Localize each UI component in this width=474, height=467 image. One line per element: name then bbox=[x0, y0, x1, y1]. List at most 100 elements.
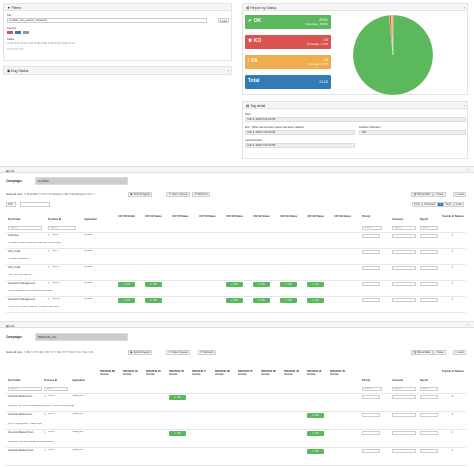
open-queue-button[interactable]: ☰ Open Queue bbox=[166, 192, 191, 198]
report-header[interactable]: ▤ Report by Status › bbox=[243, 4, 467, 11]
table-row[interactable]: Checkout Basket Prod... ✎ A0042 TRES_BCT… bbox=[0, 429, 474, 448]
open-queue-button[interactable]: ☰ Open Queue bbox=[166, 350, 191, 356]
col-total-failures[interactable]: Total nb of Failures bbox=[442, 215, 464, 218]
col-uat-1[interactable]: UAT CB Nolbin bbox=[118, 215, 135, 218]
col-uat-4[interactable]: UAT FR Status bbox=[199, 215, 216, 218]
extra-filters[interactable]: ☑ ☑ ☑ ☑ ☑ ☑ bbox=[7, 48, 24, 51]
col-preview-us[interactable]: PREVIEW US chrome bbox=[330, 370, 346, 376]
bug-id-field[interactable] bbox=[420, 249, 438, 254]
edit-icon[interactable]: ✎ bbox=[48, 298, 51, 301]
col-uat-9[interactable]: UAT GE Status bbox=[334, 215, 351, 218]
col-priority[interactable]: Priority bbox=[362, 215, 371, 218]
status-checkboxes[interactable]: ☑ OK ☑ KO ☑ FA ☑ NA ☑ NE ☑ WE ☑ PE ☑ QU … bbox=[7, 42, 75, 45]
col-priority[interactable]: Priority bbox=[362, 379, 371, 382]
status-ok-button[interactable]: ✔ OK bbox=[253, 298, 270, 303]
col-preview-pt[interactable]: PREVIEW PT chrome bbox=[238, 370, 253, 376]
global-search-input[interactable] bbox=[20, 202, 50, 207]
edit-icon[interactable]: ✎ bbox=[48, 250, 51, 253]
testcase-id-link[interactable]: A0046 bbox=[48, 413, 55, 415]
status-ok-button[interactable]: ✔ OK bbox=[307, 449, 324, 454]
comment-field[interactable] bbox=[392, 430, 416, 435]
show-hide-button[interactable]: ▥ Show/Hide bbox=[411, 192, 433, 198]
status-ok-button[interactable]: ✔ OK bbox=[307, 298, 324, 303]
tag-detail-header[interactable]: ▤ Tag detail › bbox=[243, 102, 467, 109]
priority-field[interactable] bbox=[362, 249, 380, 254]
list1-header[interactable]: ▤ List › bbox=[0, 166, 474, 173]
col-uat-8[interactable]: UAT GR Status bbox=[307, 215, 324, 218]
testcase-id-link[interactable]: A0041 bbox=[48, 449, 55, 451]
country-flags[interactable] bbox=[7, 31, 127, 35]
ko-card[interactable]: ✖ KO 16 Percentage : 0.75% bbox=[245, 35, 331, 49]
edit-icon[interactable]: ✎ bbox=[48, 266, 51, 269]
comment-field[interactable] bbox=[392, 249, 416, 254]
filter-testcase-id[interactable]: Search.. bbox=[48, 226, 76, 230]
priority-field[interactable] bbox=[362, 281, 380, 286]
comment-field[interactable] bbox=[392, 412, 416, 417]
list2-header[interactable]: ▤ List › bbox=[0, 321, 474, 328]
col-preview-ch[interactable]: PREVIEW CH chrome bbox=[123, 370, 139, 376]
chevron-right-icon[interactable]: › bbox=[466, 167, 468, 172]
table-row[interactable]: Checkout Basket Prod... ✎ A0041 TRES_BCT… bbox=[0, 447, 474, 466]
edit-icon[interactable]: ✎ bbox=[44, 431, 47, 434]
filters-header[interactable]: ▼ Filters bbox=[4, 4, 231, 11]
testcase-id-link[interactable]: A0012 bbox=[52, 234, 59, 236]
bug-id-field[interactable] bbox=[420, 233, 438, 238]
testcase-id-link[interactable]: NL0002 bbox=[52, 298, 61, 300]
filter-test-folder[interactable]: Search.. bbox=[8, 387, 42, 391]
testcase-id-link[interactable]: A0048 bbox=[48, 395, 55, 397]
select-all-label[interactable]: Select all rows bbox=[6, 351, 23, 354]
robot-filter[interactable]: ☐ All (ROBOT) ☐ FS ☐ FS (Manual) ☐ BE ☐ … bbox=[24, 194, 97, 196]
table-row[interactable]: Checkout Basket Ano... ✎ A0046 TRES_BCT … bbox=[0, 411, 474, 430]
bug-id-field[interactable] bbox=[420, 394, 438, 399]
col-uat-2[interactable]: UAT CE Status bbox=[145, 215, 162, 218]
col-bug-id[interactable]: Bug ID bbox=[420, 218, 428, 221]
col-bug-id[interactable]: Bug ID bbox=[420, 379, 428, 382]
col-application[interactable]: Application bbox=[72, 379, 86, 382]
refresh-button[interactable]: ⟳ Refresh bbox=[192, 192, 210, 198]
table-row[interactable]: Collection ✎ A0012 VCORM Customer cannot… bbox=[0, 232, 474, 249]
table-row[interactable]: Newsletter Management ✎ NL0002 VCORM Che… bbox=[0, 296, 474, 313]
select-all-label[interactable]: Select all rows bbox=[6, 193, 23, 196]
status-ok-button[interactable]: ✔ OK bbox=[253, 282, 270, 287]
status-ok-button[interactable]: ✔ OK bbox=[145, 282, 162, 287]
bug-id-field[interactable] bbox=[420, 412, 438, 417]
priority-field[interactable] bbox=[362, 394, 380, 399]
col-uat-3[interactable]: UAT FB Status bbox=[172, 215, 189, 218]
testcase-id-link[interactable]: A0042 bbox=[48, 431, 55, 433]
col-preview-it[interactable]: PREVIEW IT chrome bbox=[192, 370, 206, 376]
edit-icon[interactable]: ✎ bbox=[44, 413, 47, 416]
comment-field[interactable] bbox=[392, 265, 416, 270]
bug-id-field[interactable] bbox=[420, 297, 438, 302]
col-preview-nl[interactable]: PREVIEW NL chrome bbox=[307, 370, 322, 376]
submit-again-button[interactable]: ▶ Submit Again bbox=[128, 192, 153, 198]
status-ok-button[interactable]: ✔ OK bbox=[307, 431, 324, 436]
filter-test-folder[interactable]: Search.. bbox=[8, 226, 42, 230]
chevron-right-icon[interactable]: › bbox=[466, 322, 468, 327]
col-preview-fr[interactable]: PREVIEW FR chrome bbox=[169, 370, 184, 376]
col-test-folder[interactable]: Test Folder bbox=[8, 379, 21, 382]
col-preview-be[interactable]: PREVIEW BE chrome bbox=[100, 370, 116, 376]
filter-bug-id[interactable]: Search.. bbox=[420, 226, 438, 230]
last-page-button[interactable]: Last bbox=[454, 202, 465, 208]
comment-field[interactable] bbox=[392, 448, 416, 453]
status-ok-button[interactable]: ✔ OK bbox=[307, 282, 324, 287]
page-size-select[interactable]: 100 bbox=[6, 202, 16, 207]
edit-icon[interactable]: ✎ bbox=[48, 234, 51, 237]
next-page-button[interactable]: Next bbox=[443, 202, 454, 208]
status-ok-button[interactable]: ✔ OK bbox=[118, 298, 135, 303]
status-ok-button[interactable]: ✔ OK bbox=[226, 282, 243, 287]
col-preview-uk[interactable]: PREVIEW UK chrome bbox=[284, 370, 300, 376]
col-preview-ru[interactable]: PREVIEW RU chrome bbox=[261, 370, 277, 376]
testcase-id-link[interactable]: NL0001 bbox=[52, 282, 61, 284]
bug-status-header[interactable]: ▣ Bug Status › bbox=[4, 67, 231, 75]
show-hide-button[interactable]: ▥ Show/Hide bbox=[411, 350, 433, 356]
edit-icon[interactable]: ✎ bbox=[44, 449, 47, 452]
chevron-right-icon[interactable]: › bbox=[463, 102, 465, 108]
chevron-right-icon[interactable]: › bbox=[463, 4, 465, 10]
filter-bug-id[interactable]: Search.. bbox=[420, 387, 438, 391]
country-filter[interactable]: ☐ BE ☐ CH ☐ ES ☐ FR ☐ IT ☐ DE ☐ PT ☐ RU … bbox=[24, 352, 94, 354]
bug-id-field[interactable] bbox=[420, 448, 438, 453]
col-comment[interactable]: Comment bbox=[392, 218, 404, 221]
priority-field[interactable] bbox=[362, 297, 380, 302]
col-uat-6[interactable]: UAT GE Status bbox=[253, 215, 270, 218]
